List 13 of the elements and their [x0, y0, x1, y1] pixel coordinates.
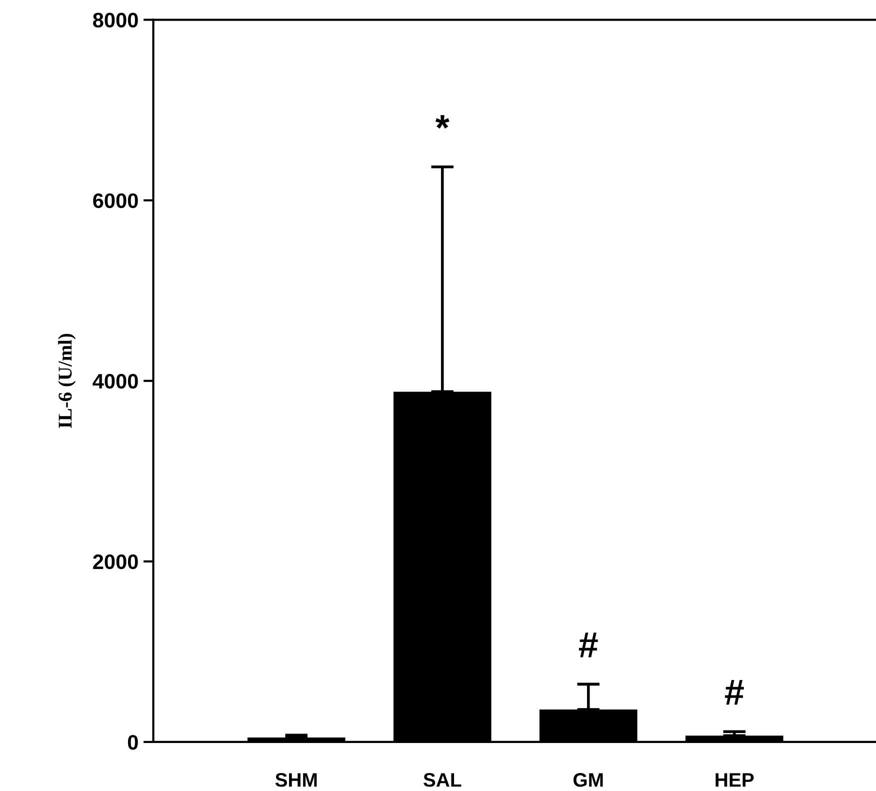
x-tick-label: GM	[574, 773, 603, 787]
y-axis-title: IL-6 (U/ml)	[58, 334, 76, 428]
y-tick-label: 2000	[93, 554, 138, 570]
annotation: #	[724, 680, 744, 705]
x-tick-label: SHM	[275, 773, 317, 787]
x-tick-label: SAL	[423, 773, 462, 787]
y-tick-label: 4000	[92, 374, 138, 389]
y-tick-label: 6000	[93, 193, 138, 208]
y-tick-label: 0	[128, 734, 138, 750]
y-tick-label: 8000	[93, 12, 138, 28]
x-tick-label: HEP	[716, 773, 754, 787]
annotation: *	[435, 115, 450, 129]
annotation: #	[578, 632, 598, 658]
